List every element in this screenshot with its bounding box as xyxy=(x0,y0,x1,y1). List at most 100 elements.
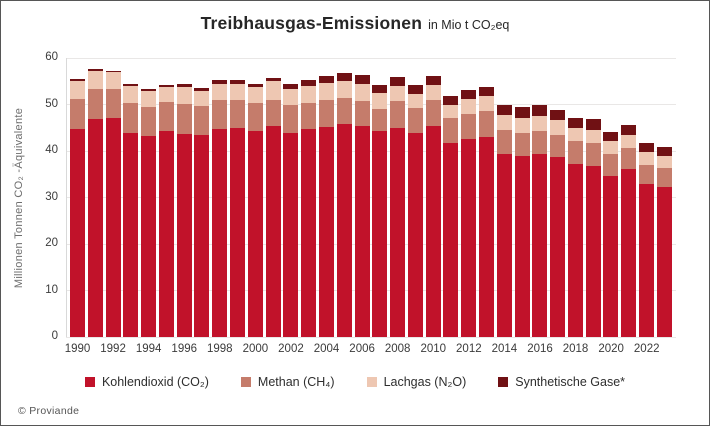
segment-2007 xyxy=(372,92,388,110)
gridline-10 xyxy=(66,290,676,291)
segment-2020 xyxy=(603,141,619,155)
bar-series xyxy=(66,58,676,337)
x-tick-label-2014: 2014 xyxy=(491,343,518,355)
segment-2015 xyxy=(514,132,530,157)
segment-2007 xyxy=(372,85,388,93)
segment-2014 xyxy=(496,154,512,337)
gridline-40 xyxy=(66,150,676,152)
segment-1997 xyxy=(194,106,210,136)
segment-1990 xyxy=(70,80,85,99)
bar-2019 xyxy=(585,119,601,337)
segment-2012 xyxy=(461,90,477,100)
legend-swatch-icon xyxy=(366,377,377,387)
segment-1998 xyxy=(212,100,228,130)
segment-2008 xyxy=(390,127,406,337)
chart-title: Treibhausgas-Emissionen in Mio t CO₂eq xyxy=(1,13,709,34)
gridline-30 xyxy=(66,197,676,198)
chart-title-unit: in Mio t CO₂eq xyxy=(428,18,510,32)
segment-2015 xyxy=(514,156,530,337)
segment-1995 xyxy=(158,102,174,132)
x-tick-label-1990: 1990 xyxy=(64,343,91,355)
segment-1993 xyxy=(123,102,139,133)
segment-2018 xyxy=(567,127,583,141)
bar-2002 xyxy=(283,83,299,337)
segment-2012 xyxy=(461,113,477,140)
segment-1991 xyxy=(87,69,103,72)
x-tick-label-2006: 2006 xyxy=(349,343,375,355)
segment-1999 xyxy=(230,80,246,84)
segment-2009 xyxy=(407,132,423,337)
segment-1990 xyxy=(70,78,85,81)
segment-2003 xyxy=(301,102,317,130)
segment-2013 xyxy=(478,137,494,337)
segment-2002 xyxy=(283,104,299,133)
segment-1996 xyxy=(176,133,192,337)
segment-2007 xyxy=(372,131,388,337)
segment-2011 xyxy=(443,142,459,337)
bar-2000 xyxy=(247,83,263,337)
segment-2010 xyxy=(425,76,441,85)
y-tick-label-20: 20 xyxy=(45,237,58,249)
bar-2003 xyxy=(301,79,317,337)
credit-text: © Proviande xyxy=(18,405,80,417)
bar-1996 xyxy=(176,84,192,337)
segment-2010 xyxy=(425,84,441,101)
segment-2004 xyxy=(318,82,334,101)
segment-2005 xyxy=(336,72,352,81)
segment-2019 xyxy=(585,165,601,337)
bar-2007 xyxy=(372,85,388,337)
legend: Kohlendioxid (CO₂) Methan (CH₄) Lachgas (N… xyxy=(1,375,709,389)
segment-2010 xyxy=(425,100,441,126)
segment-2018 xyxy=(567,163,583,337)
segment-1994 xyxy=(141,106,157,137)
y-tick-label-0: 0 xyxy=(51,330,58,342)
bar-1999 xyxy=(230,80,246,337)
bar-2006 xyxy=(354,75,370,337)
segment-2014 xyxy=(496,104,512,115)
bar-1990 xyxy=(70,78,85,337)
segment-1991 xyxy=(87,119,103,337)
segment-1996 xyxy=(176,104,192,134)
segment-1998 xyxy=(212,80,228,84)
gridline-50 xyxy=(66,104,676,105)
x-tick-label-2012: 2012 xyxy=(456,343,482,355)
legend-label: Methan (CH₄) xyxy=(257,375,335,389)
segment-1992 xyxy=(105,118,121,337)
segment-2017 xyxy=(550,135,566,158)
gridline-60 xyxy=(66,57,676,59)
bar-2015 xyxy=(514,106,530,337)
segment-1990 xyxy=(70,98,85,130)
segment-2000 xyxy=(247,86,263,104)
segment-2007 xyxy=(372,109,388,132)
segment-2022 xyxy=(639,142,654,153)
bar-2005 xyxy=(336,72,352,337)
bar-1995 xyxy=(158,84,174,337)
segment-2002 xyxy=(283,83,299,89)
bar-2008 xyxy=(390,77,406,337)
segment-1997 xyxy=(194,88,210,92)
bar-1997 xyxy=(194,88,210,337)
segment-1991 xyxy=(87,71,103,89)
segment-2006 xyxy=(354,83,370,101)
chart-title-main: Treibhausgas-Emissionen xyxy=(200,13,423,33)
segment-1999 xyxy=(230,83,246,101)
segment-2010 xyxy=(425,125,441,337)
x-tick-label-2022: 2022 xyxy=(633,343,660,355)
x-tick-label-2000: 2000 xyxy=(242,343,269,355)
x-tick-label-2008: 2008 xyxy=(384,343,411,355)
segment-1996 xyxy=(176,84,192,87)
bar-2013 xyxy=(478,86,494,337)
segment-1993 xyxy=(123,83,139,86)
bar-2022 xyxy=(639,142,654,337)
segment-2016 xyxy=(532,153,548,337)
x-tick-label-2002: 2002 xyxy=(278,343,304,355)
segment-2000 xyxy=(247,83,263,87)
x-axis-ticks: 1990 1992 1994 1996 1998 2000 2002 2004 2006 2008… xyxy=(64,343,676,359)
y-tick-label-50: 50 xyxy=(45,97,58,110)
segment-2008 xyxy=(390,100,406,128)
segment-2009 xyxy=(407,85,423,94)
x-tick-label-2010: 2010 xyxy=(420,343,447,355)
segment-1995 xyxy=(158,131,174,337)
segment-1993 xyxy=(123,132,139,337)
segment-2023 xyxy=(656,146,672,157)
